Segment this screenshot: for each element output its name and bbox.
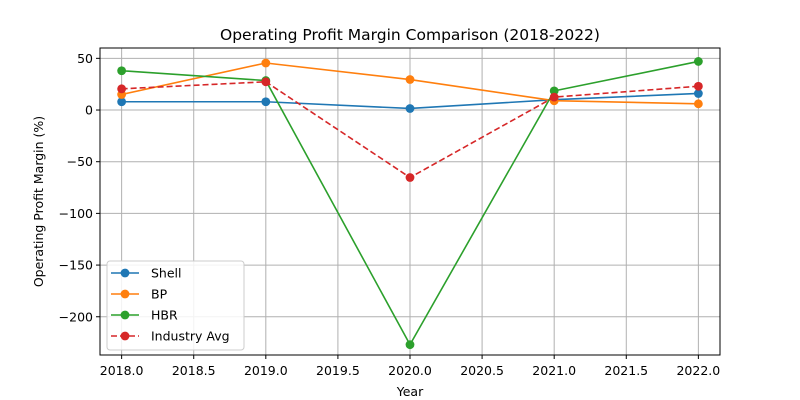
y-tick-label: −200 [59, 309, 93, 324]
data-point-industry-avg [693, 81, 703, 91]
data-point-shell [117, 97, 127, 107]
data-point-hbr [693, 57, 703, 66]
legend-marker-bp [120, 289, 130, 299]
legend-label-industry-avg: Industry Avg [151, 329, 230, 344]
data-point-bp [261, 58, 271, 68]
data-point-shell [405, 104, 415, 113]
data-point-industry-avg [117, 84, 127, 94]
y-tick-label: 50 [77, 51, 93, 66]
data-point-industry-avg [405, 173, 415, 182]
data-point-bp [693, 99, 703, 109]
x-tick-label: 2019.5 [316, 363, 360, 378]
x-axis-label: Year [396, 384, 424, 399]
y-tick-label: 0 [85, 103, 93, 118]
chart-title: Operating Profit Margin Comparison (2018… [220, 26, 600, 44]
x-tick-label: 2022.0 [676, 363, 720, 378]
data-point-hbr [117, 66, 127, 76]
x-tick-label: 2019.0 [244, 363, 288, 378]
x-tick-label: 2020.0 [388, 363, 432, 378]
x-tick-label: 2018.0 [100, 363, 144, 378]
grid [100, 48, 720, 355]
y-tick-label: −100 [59, 206, 93, 221]
legend-label-hbr: HBR [151, 308, 178, 323]
x-tick-label: 2020.5 [460, 363, 504, 378]
plot-series [117, 57, 703, 350]
x-tick-label: 2021.5 [604, 363, 648, 378]
legend-label-bp: BP [151, 287, 168, 302]
legend-marker-shell [120, 268, 130, 278]
data-point-industry-avg [549, 92, 559, 102]
data-point-hbr [405, 340, 415, 350]
legend: Shell BP HBR Industry Avg [106, 260, 245, 351]
legend-label-shell: Shell [151, 266, 182, 281]
y-tick-label: −50 [67, 154, 93, 169]
y-axis-label: Operating Profit Margin (%) [31, 116, 46, 287]
axis-ticks: 2018.0 2018.5 2019.0 2019.5 2020.0 2020.5 2021… [59, 51, 721, 378]
data-point-shell [261, 97, 271, 107]
data-point-hbr [549, 86, 559, 96]
legend-box [106, 260, 245, 351]
data-point-shell [693, 89, 703, 98]
x-tick-label: 2018.5 [172, 363, 216, 378]
x-tick-label: 2021.0 [532, 363, 576, 378]
data-point-industry-avg [261, 77, 271, 87]
legend-marker-industry-avg [120, 331, 130, 341]
data-point-bp [405, 75, 415, 84]
legend-marker-hbr [120, 310, 130, 320]
y-tick-label: −150 [59, 258, 93, 273]
